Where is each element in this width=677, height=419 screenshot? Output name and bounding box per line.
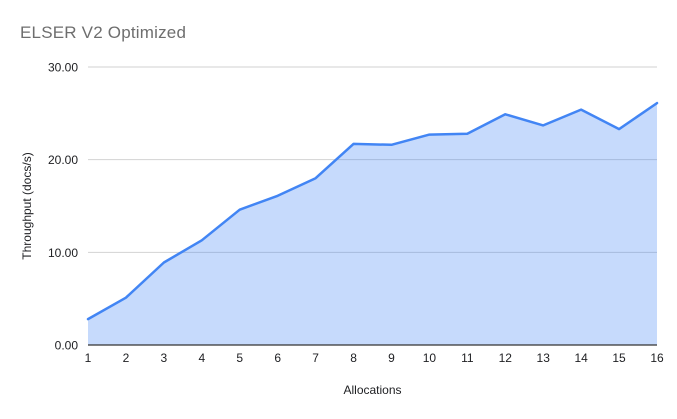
y-tick-label: 20.00 (48, 153, 78, 167)
x-tick-label: 2 (123, 351, 130, 365)
x-tick-label: 1 (85, 351, 92, 365)
x-tick-label: 9 (388, 351, 395, 365)
x-tick-label: 16 (650, 351, 664, 365)
x-tick-label: 3 (161, 351, 168, 365)
x-axis-title: Allocations (343, 383, 402, 397)
area-fill (88, 103, 657, 345)
x-tick-label: 8 (350, 351, 357, 365)
x-tick-label: 13 (537, 351, 551, 365)
x-tick-label: 4 (198, 351, 205, 365)
x-tick-label: 10 (423, 351, 437, 365)
y-tick-label: 10.00 (48, 246, 78, 260)
y-tick-label: 0.00 (55, 339, 79, 353)
y-axis-title: Throughput (docs/s) (20, 152, 34, 260)
x-tick-label: 7 (312, 351, 319, 365)
chart-title: ELSER V2 Optimized (20, 23, 187, 42)
x-tick-label: 6 (274, 351, 281, 365)
x-tick-label: 11 (461, 351, 474, 365)
x-tick-label: 15 (612, 351, 626, 365)
line-series (86, 101, 659, 321)
x-tick-label: 5 (236, 351, 243, 365)
x-tick-label: 12 (499, 351, 513, 365)
y-tick-label: 30.00 (48, 61, 78, 75)
x-tick-label: 14 (574, 351, 588, 365)
